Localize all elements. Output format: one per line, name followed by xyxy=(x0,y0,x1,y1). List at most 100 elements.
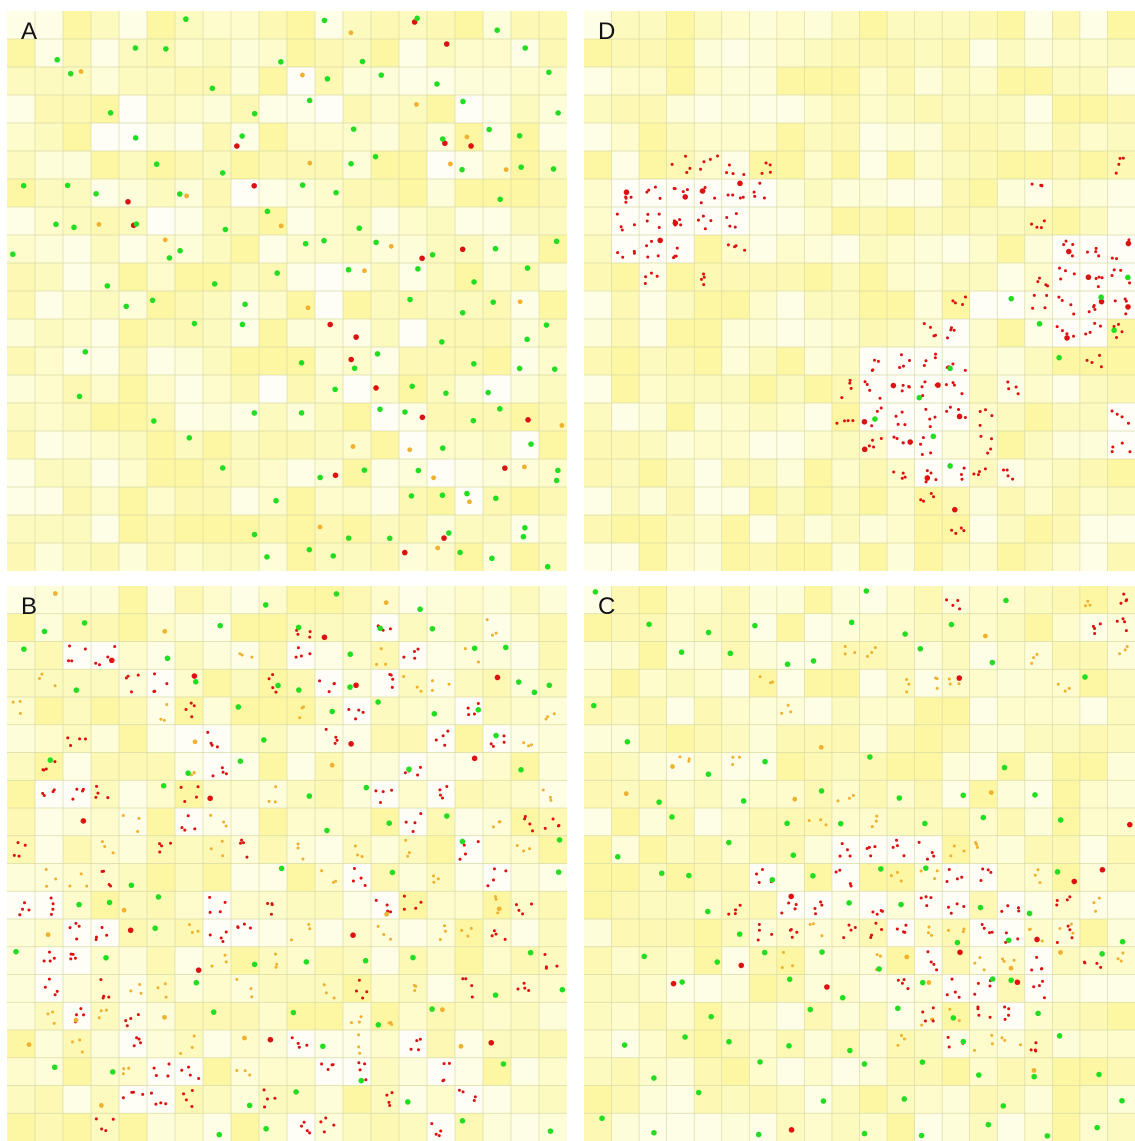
patch-cell xyxy=(831,697,860,726)
patch-cell xyxy=(1052,151,1081,180)
patch-cell xyxy=(749,291,778,320)
panel-b-small-orange-agent xyxy=(250,995,254,999)
panel-d-grid xyxy=(584,11,1135,571)
panel-a-green-agent xyxy=(522,45,529,51)
patch-cell xyxy=(175,347,204,376)
panel-d-small-red-agent xyxy=(1098,324,1102,328)
patch-cell xyxy=(997,1113,1026,1141)
panel-b-small-red-agent xyxy=(504,869,508,873)
patch-cell xyxy=(343,95,372,124)
panel-b-small-orange-agent xyxy=(275,962,279,966)
panel-b-green-agent xyxy=(81,620,88,626)
patch-cell xyxy=(371,235,400,264)
panel-b-small-red-agent xyxy=(69,744,73,748)
patch-cell xyxy=(147,179,176,208)
patch-cell xyxy=(1024,919,1053,948)
patch-cell xyxy=(483,207,512,236)
panel-b-small-red-agent xyxy=(95,784,99,788)
panel-c-small-red-agent xyxy=(932,962,936,966)
panel-d-small-red-agent xyxy=(945,336,949,340)
panel-d-red-agent xyxy=(1085,274,1092,281)
patch-cell xyxy=(231,891,260,920)
patch-cell xyxy=(483,724,512,753)
panel-b-small-red-agent xyxy=(464,977,468,981)
patch-cell xyxy=(887,291,915,320)
panel-b-small-orange-agent xyxy=(522,849,526,853)
patch-cell xyxy=(694,835,723,864)
patch-cell xyxy=(914,39,943,68)
panel-c-small-orange-agent xyxy=(947,677,951,681)
panel-c-small-red-agent xyxy=(929,896,933,900)
panel-c-green-agent xyxy=(727,650,734,657)
panel-d-small-red-agent xyxy=(621,255,625,259)
panel-a-green-agent xyxy=(321,237,327,244)
panel-a-green-agent xyxy=(555,467,561,474)
patch-cell xyxy=(997,39,1026,68)
patch-cell xyxy=(969,263,998,292)
panel-d-small-red-agent xyxy=(928,325,932,329)
panel-b-small-red-agent xyxy=(94,938,98,942)
patch-cell xyxy=(942,291,970,320)
patch-cell xyxy=(203,459,232,488)
patch-cell xyxy=(859,11,888,40)
patch-cell xyxy=(483,1085,512,1114)
panel-a-green-agent xyxy=(528,441,534,447)
panel-d-small-red-agent xyxy=(1120,330,1124,334)
patch-cell xyxy=(287,431,316,460)
patch-cell xyxy=(147,1113,176,1141)
patch-cell xyxy=(259,641,288,670)
panel-b-small-red-agent xyxy=(492,867,496,871)
patch-cell xyxy=(455,641,484,670)
panel-c-small-orange-agent xyxy=(865,654,869,658)
patch-cell xyxy=(859,151,888,180)
panel-b-small-orange-agent xyxy=(159,717,163,721)
patch-cell xyxy=(721,586,750,615)
panel-c-orange-agent xyxy=(926,980,932,985)
patch-cell xyxy=(455,669,484,698)
patch-cell xyxy=(1052,263,1081,292)
panel-a-green-agent xyxy=(492,245,499,252)
panel-b-red-agent xyxy=(348,741,354,747)
patch-cell xyxy=(63,207,92,236)
patch-cell xyxy=(1107,863,1135,892)
patch-cell xyxy=(859,724,888,753)
panel-d-small-red-agent xyxy=(1060,329,1064,333)
patch-cell xyxy=(859,613,888,642)
patch-cell xyxy=(887,207,915,236)
patch-cell xyxy=(511,319,540,348)
panel-c-small-red-agent xyxy=(1034,1041,1038,1045)
panel-b-small-orange-agent xyxy=(442,924,446,928)
panel-b-small-red-agent xyxy=(107,995,111,999)
patch-cell xyxy=(1079,39,1108,68)
patch-cell xyxy=(721,39,750,68)
patch-cell xyxy=(859,431,888,460)
patch-cell xyxy=(315,919,344,948)
patch-cell xyxy=(639,487,667,516)
panel-a-red-agent xyxy=(441,535,447,541)
patch-cell xyxy=(287,669,316,698)
panel-c-small-orange-agent xyxy=(952,844,956,848)
patch-cell xyxy=(343,179,372,208)
patch-cell xyxy=(427,431,456,460)
patch-cell xyxy=(1024,835,1053,864)
patch-cell xyxy=(1052,586,1081,615)
panel-c-green-agent xyxy=(846,900,852,906)
patch-cell xyxy=(147,11,176,40)
panel-b-small-red-agent xyxy=(124,1019,128,1023)
patch-cell xyxy=(399,431,428,460)
patch-cell xyxy=(859,543,888,571)
patch-cell xyxy=(914,891,943,920)
panel-d-small-red-agent xyxy=(925,469,929,473)
patch-cell xyxy=(969,697,998,726)
panel-c-green-agent xyxy=(839,994,846,1001)
patch-cell xyxy=(91,669,120,698)
patch-cell xyxy=(859,207,888,236)
patch-cell xyxy=(231,515,260,544)
panel-b-small-red-agent xyxy=(18,913,22,917)
panel-c-small-orange-agent xyxy=(957,1019,961,1023)
patch-cell xyxy=(371,515,400,544)
patch-cell xyxy=(942,375,970,404)
panel-d-small-red-agent xyxy=(978,470,982,474)
panel-b-small-orange-agent xyxy=(298,716,302,720)
panel-c-small-red-agent xyxy=(1055,899,1059,903)
